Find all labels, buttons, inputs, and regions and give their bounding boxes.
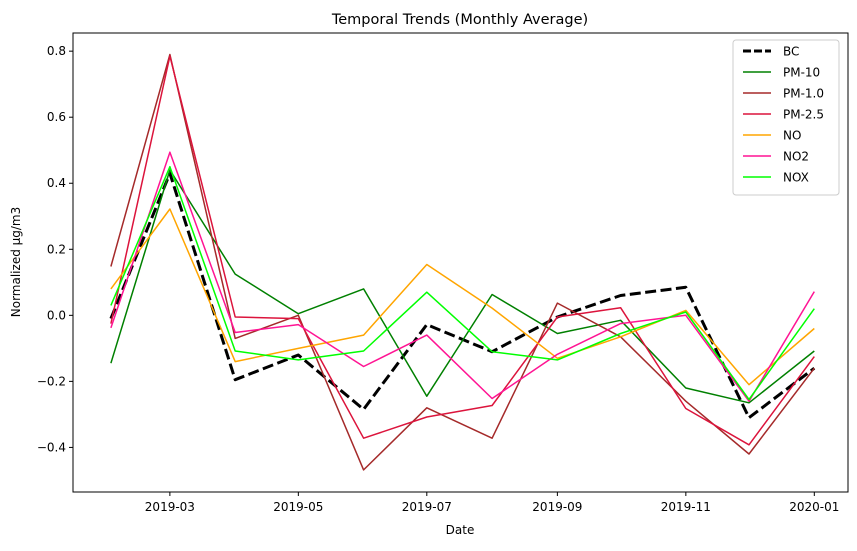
y-tick-label: 0.0: [47, 308, 66, 322]
y-tick-label: −0.2: [37, 374, 66, 388]
x-tick-label: 2019-11: [661, 500, 711, 514]
x-tick-label: 2020-01: [789, 500, 839, 514]
legend-label: NO2: [783, 150, 809, 164]
series-line-pm-10: [110, 169, 815, 404]
y-tick-label: 0.4: [47, 176, 66, 190]
y-tick-label: 0.8: [47, 44, 66, 58]
y-tick-label: 0.6: [47, 110, 66, 124]
x-tick-label: 2019-09: [532, 500, 582, 514]
legend-label: PM-10: [783, 66, 820, 80]
x-axis-label: Date: [446, 523, 475, 537]
x-tick-label: 2019-03: [145, 500, 195, 514]
legend: BC PM-10 PM-1.0 PM-2.5 NO NO2 NOX: [732, 39, 840, 196]
chart-title: Temporal Trends (Monthly Average): [331, 12, 588, 28]
y-tick-label: −0.4: [37, 440, 66, 454]
legend-label: PM-1.0: [783, 87, 824, 101]
series-line-pm-2.5: [110, 55, 815, 446]
x-tick-label: 2019-05: [273, 500, 323, 514]
legend-label: NO: [783, 129, 801, 143]
x-tick-label: 2019-07: [402, 500, 452, 514]
series-lines: [109, 53, 816, 471]
axis-ticks: −0.4 −0.2 0.0 0.2 0.4 0.6 0.8 2019-03 2019-05 201…: [37, 44, 840, 514]
y-tick-label: 0.2: [47, 242, 66, 256]
legend-label: NOX: [783, 171, 809, 185]
legend-label: PM-2.5: [783, 108, 824, 122]
legend-label: BC: [783, 45, 799, 59]
series-line-nox: [110, 165, 815, 401]
plot-frame: [72, 32, 849, 493]
y-axis-label: Normalized µg/m3: [9, 207, 23, 317]
series-line-no: [110, 208, 815, 386]
series-line-pm-1.0: [110, 53, 815, 471]
series-line-bc: [109, 171, 816, 420]
series-line-no2: [110, 151, 815, 402]
